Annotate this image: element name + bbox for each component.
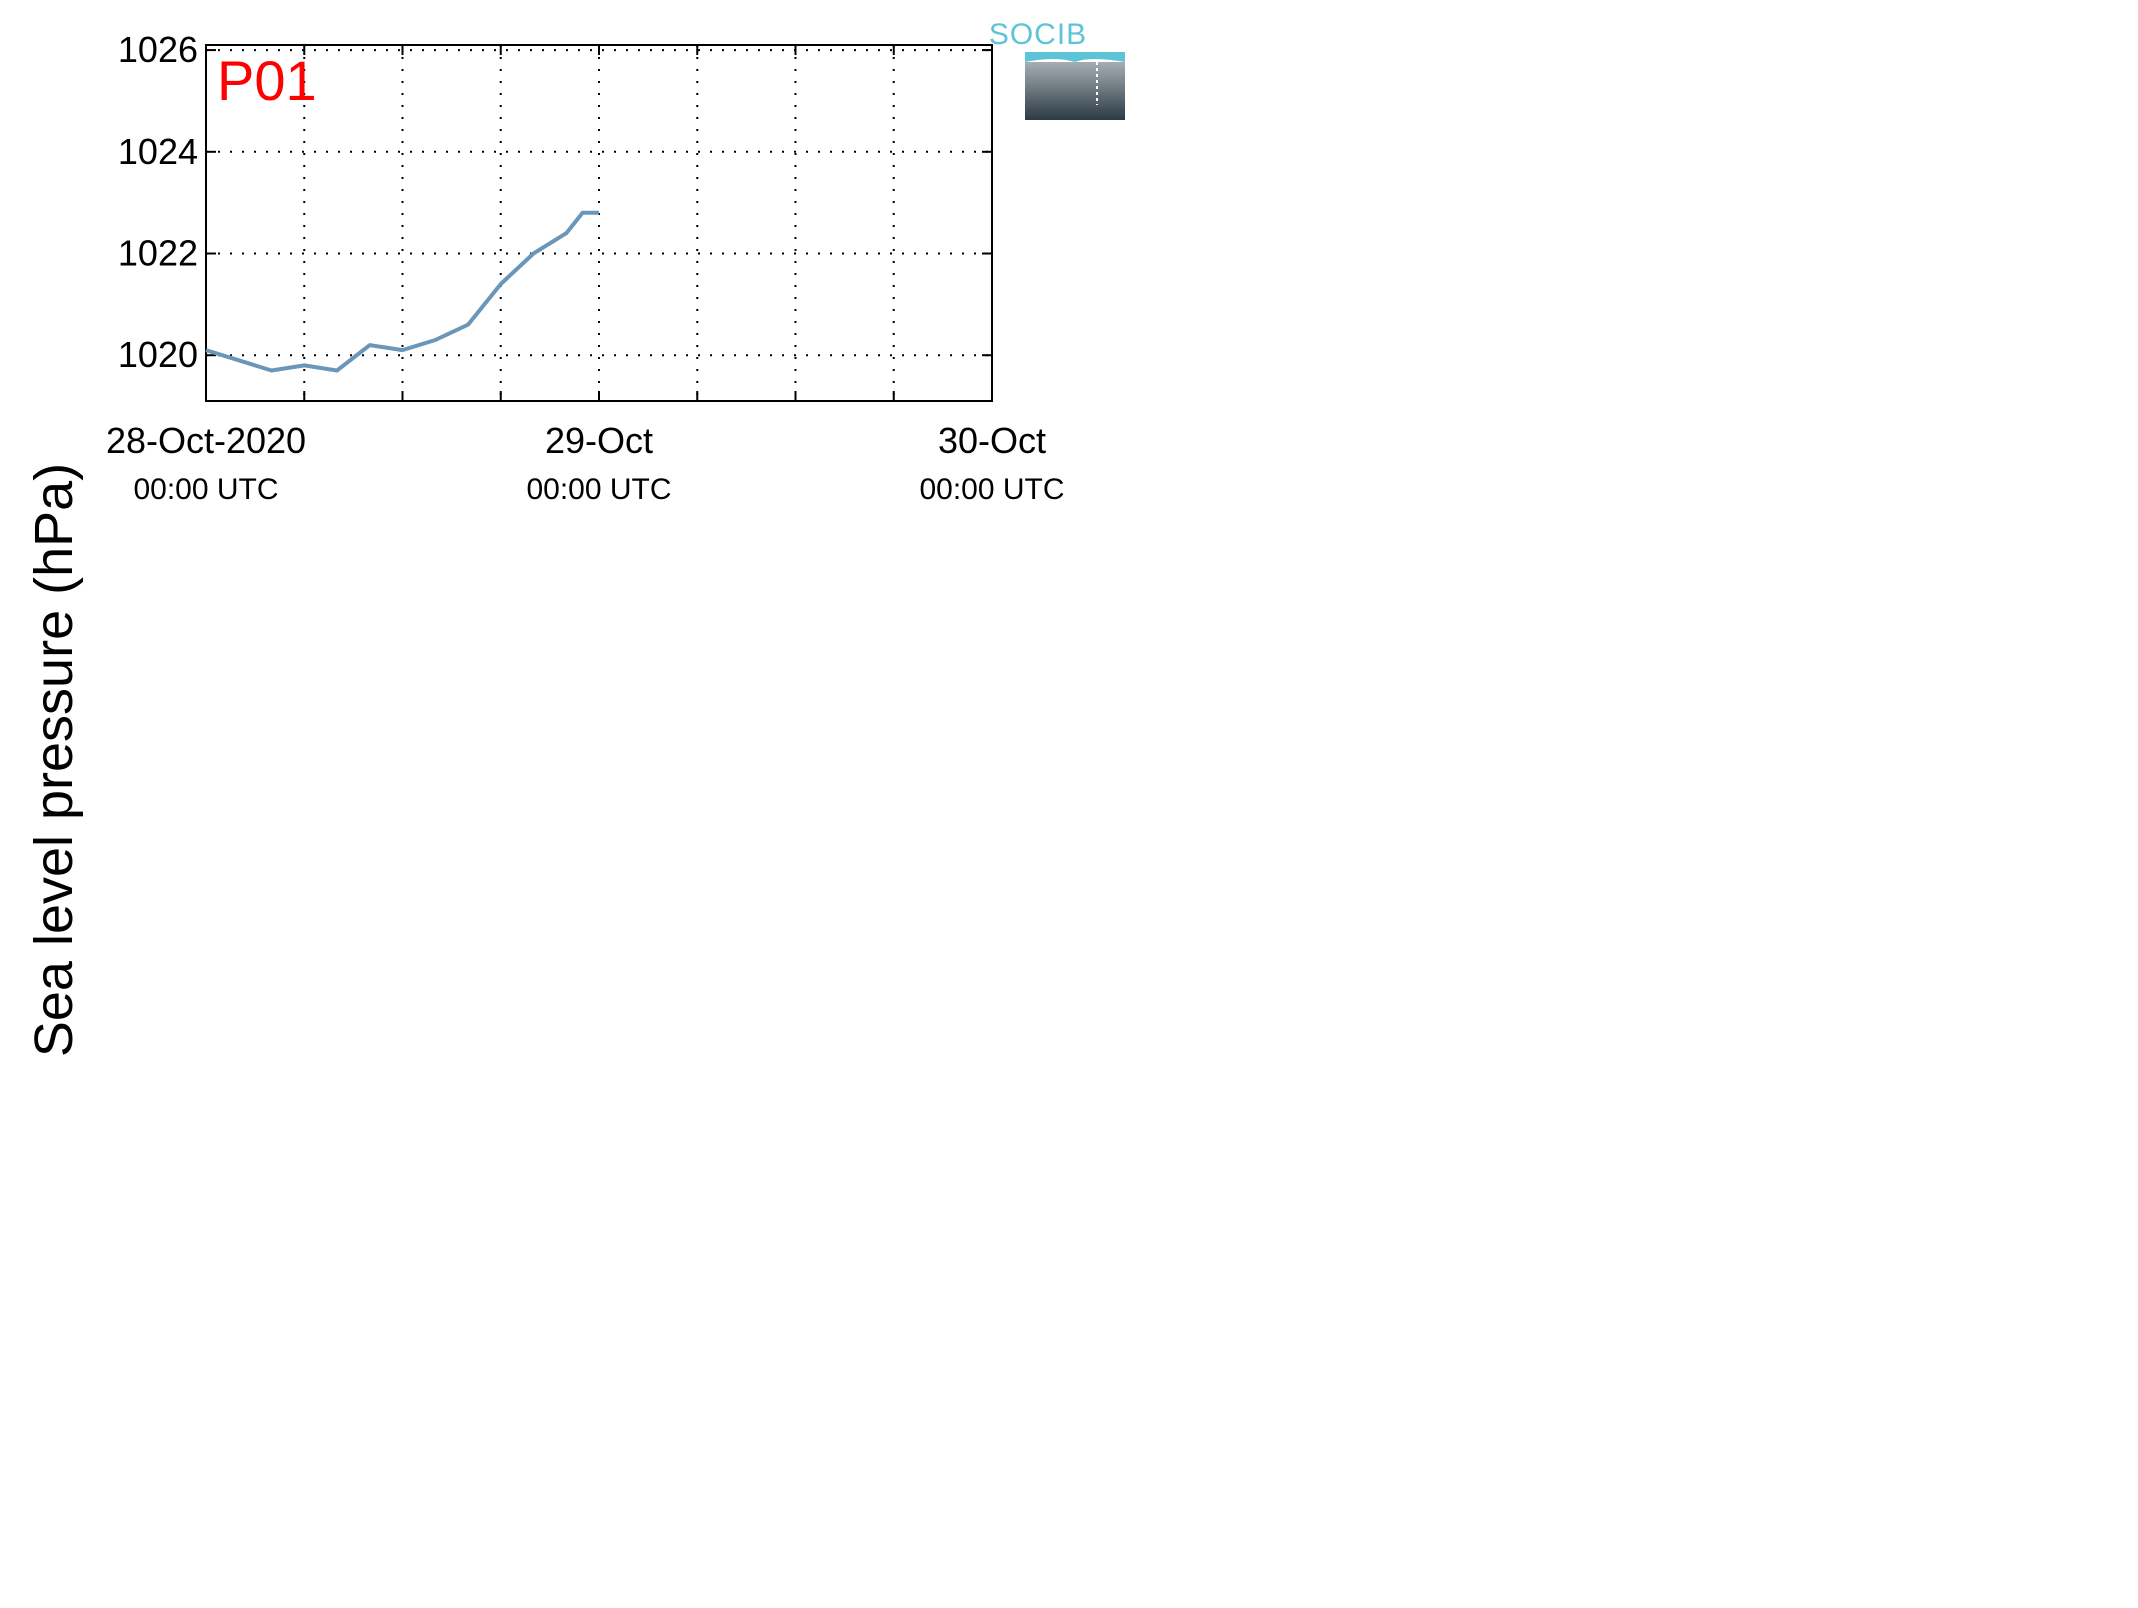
- axes-box: [205, 44, 993, 402]
- grid: [206, 45, 992, 401]
- y-tick-label: 1024: [118, 131, 198, 172]
- x-tick-sublabel: 00:00 UTC: [526, 473, 671, 506]
- x-tick-label: 29-Oct: [545, 420, 653, 461]
- x-tick-sublabel: 00:00 UTC: [919, 473, 1064, 506]
- x-tick-label: 28-Oct-2020: [106, 420, 306, 461]
- logo-text: SOCIB: [989, 18, 1087, 51]
- panel-p01: 1020 1022 1024 1026 28-Oct-2020 00:00 UTC 29-O…: [106, 29, 1065, 506]
- socib-logo: SOCIB: [989, 18, 1125, 120]
- x-tick-label: 30-Oct: [938, 420, 1046, 461]
- series-line: [205, 210, 599, 373]
- panel-label: P01: [217, 49, 317, 112]
- y-tick-label: 1026: [118, 29, 198, 70]
- y-axis-label: Sea level pressure (hPa): [24, 463, 84, 1057]
- y-tick-label: 1022: [118, 233, 198, 274]
- x-tick-sublabel: 00:00 UTC: [133, 473, 278, 506]
- y-tick-label: 1020: [118, 334, 198, 375]
